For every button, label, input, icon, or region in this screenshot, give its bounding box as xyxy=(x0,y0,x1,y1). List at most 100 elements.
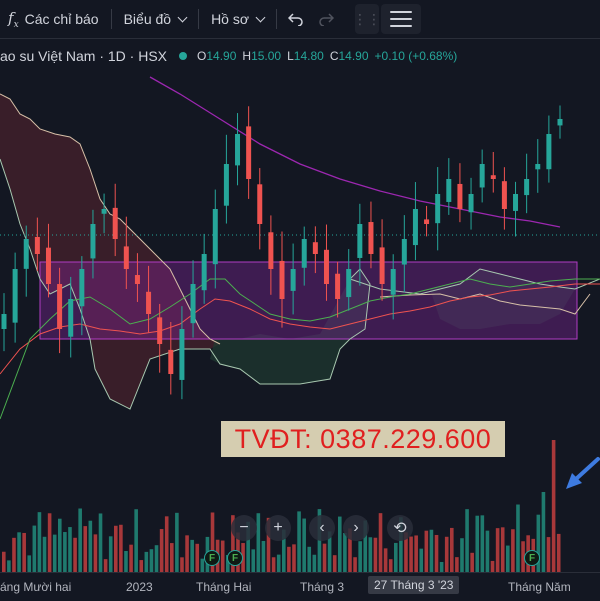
volume-bar xyxy=(307,546,312,572)
volume-bar xyxy=(129,544,133,572)
time-axis-label: Tháng Năm xyxy=(508,580,571,594)
volume-bar xyxy=(455,557,459,572)
scroll-back-button[interactable]: ‹ xyxy=(309,515,335,541)
candle xyxy=(257,184,263,224)
candle xyxy=(12,269,18,323)
moving-average-long xyxy=(149,76,561,228)
volume-bar xyxy=(210,512,215,572)
volume-bar xyxy=(144,551,149,572)
candle xyxy=(123,246,129,269)
candle xyxy=(235,134,241,166)
volume-bar xyxy=(500,527,505,572)
volume-bar xyxy=(63,532,67,572)
volume-bar xyxy=(114,525,118,572)
lagging-line xyxy=(379,293,591,315)
menu-icon[interactable] xyxy=(381,4,422,34)
toolbar-divider xyxy=(110,9,112,29)
high-value: 15.00 xyxy=(251,49,282,63)
volume-bar xyxy=(195,543,200,572)
chevron-down-icon xyxy=(177,12,188,22)
low-key: L xyxy=(287,49,294,63)
drag-handle-icon[interactable]: ⋮⋮ xyxy=(353,4,381,34)
profile-button[interactable]: Hồ sơ xyxy=(203,0,272,38)
zoom-in-button[interactable]: + xyxy=(265,515,291,541)
volume-bar xyxy=(27,555,32,572)
candle xyxy=(57,284,63,329)
base-line xyxy=(0,278,600,420)
candle xyxy=(546,134,552,170)
volume-bar xyxy=(78,508,82,572)
volume-bar xyxy=(343,532,347,572)
reset-chart-button[interactable]: ⟲ xyxy=(387,515,413,541)
volume-bar xyxy=(297,511,301,572)
undo-button[interactable] xyxy=(281,0,311,38)
candle xyxy=(513,194,519,211)
open-value: 14.90 xyxy=(206,49,237,63)
volume-bar xyxy=(439,561,444,572)
volume-bar xyxy=(180,557,184,572)
volume-bar xyxy=(490,560,495,572)
scroll-forward-button[interactable]: › xyxy=(343,515,369,541)
volume-bar xyxy=(541,492,546,572)
candle xyxy=(279,260,285,299)
volume-bar xyxy=(511,529,515,572)
symbol-title[interactable]: ao su Việt Nam · 1D · HSX xyxy=(0,48,168,64)
candle xyxy=(479,164,485,188)
volume-bar xyxy=(485,530,490,572)
volume-bar xyxy=(271,557,276,572)
price-chart[interactable] xyxy=(0,39,600,572)
chart-navigation: − + ‹ › ⟲ xyxy=(231,515,413,541)
arrow-icon xyxy=(566,457,600,489)
volume-bar xyxy=(506,545,510,572)
volume-bar xyxy=(551,440,556,572)
volume-bar xyxy=(2,551,6,572)
volume-bars xyxy=(2,440,561,572)
volume-bar xyxy=(266,517,271,572)
volume-bar xyxy=(154,545,159,572)
range-box[interactable] xyxy=(39,261,578,340)
candle xyxy=(312,242,318,254)
volume-bar xyxy=(149,549,154,572)
change-value: +0.10 (+0.68%) xyxy=(374,49,458,63)
volume-bar xyxy=(429,529,434,572)
volume-bar xyxy=(378,513,383,572)
candle xyxy=(290,269,296,291)
chevron-down-icon xyxy=(255,12,266,22)
volume-bar xyxy=(322,543,327,572)
volume-bar xyxy=(190,539,194,572)
financial-event-badge[interactable]: F xyxy=(227,550,243,566)
candle xyxy=(179,329,185,380)
volume-bar xyxy=(17,532,21,572)
candle xyxy=(168,349,174,374)
volume-bar xyxy=(368,537,373,572)
conversion-line xyxy=(0,283,600,375)
volume-bar xyxy=(414,535,418,572)
toolbar-divider xyxy=(198,9,200,29)
leading-span-b xyxy=(0,158,600,410)
candle xyxy=(90,224,96,259)
candle xyxy=(446,179,452,202)
volume-bar xyxy=(516,504,520,572)
volume-bar xyxy=(200,558,205,572)
financial-event-badge[interactable]: F xyxy=(524,550,540,566)
volume-bar xyxy=(302,518,306,572)
candle xyxy=(368,222,374,254)
close-key: C xyxy=(329,49,339,63)
volume-bar xyxy=(261,540,266,572)
chart-type-button[interactable]: Biểu đồ xyxy=(116,0,194,38)
open-key: O xyxy=(197,49,207,63)
candle xyxy=(457,183,463,209)
high-key: H xyxy=(242,49,252,63)
time-axis-label: áng Mười hai xyxy=(0,580,72,594)
zoom-out-button[interactable]: − xyxy=(231,515,257,541)
undo-icon xyxy=(288,13,303,26)
redo-button[interactable] xyxy=(311,0,341,38)
financial-event-badge[interactable]: F xyxy=(204,550,220,566)
time-axis-label: Tháng 3 xyxy=(300,580,345,594)
time-axis[interactable]: áng Mười hai 2023 Tháng Hai Tháng 3 27 T… xyxy=(0,572,600,601)
volume-bar xyxy=(338,516,342,572)
volume-bar xyxy=(444,536,449,572)
candle xyxy=(557,119,563,126)
redo-icon xyxy=(319,13,335,26)
indicators-button[interactable]: fx Các chỉ báo xyxy=(0,0,107,38)
